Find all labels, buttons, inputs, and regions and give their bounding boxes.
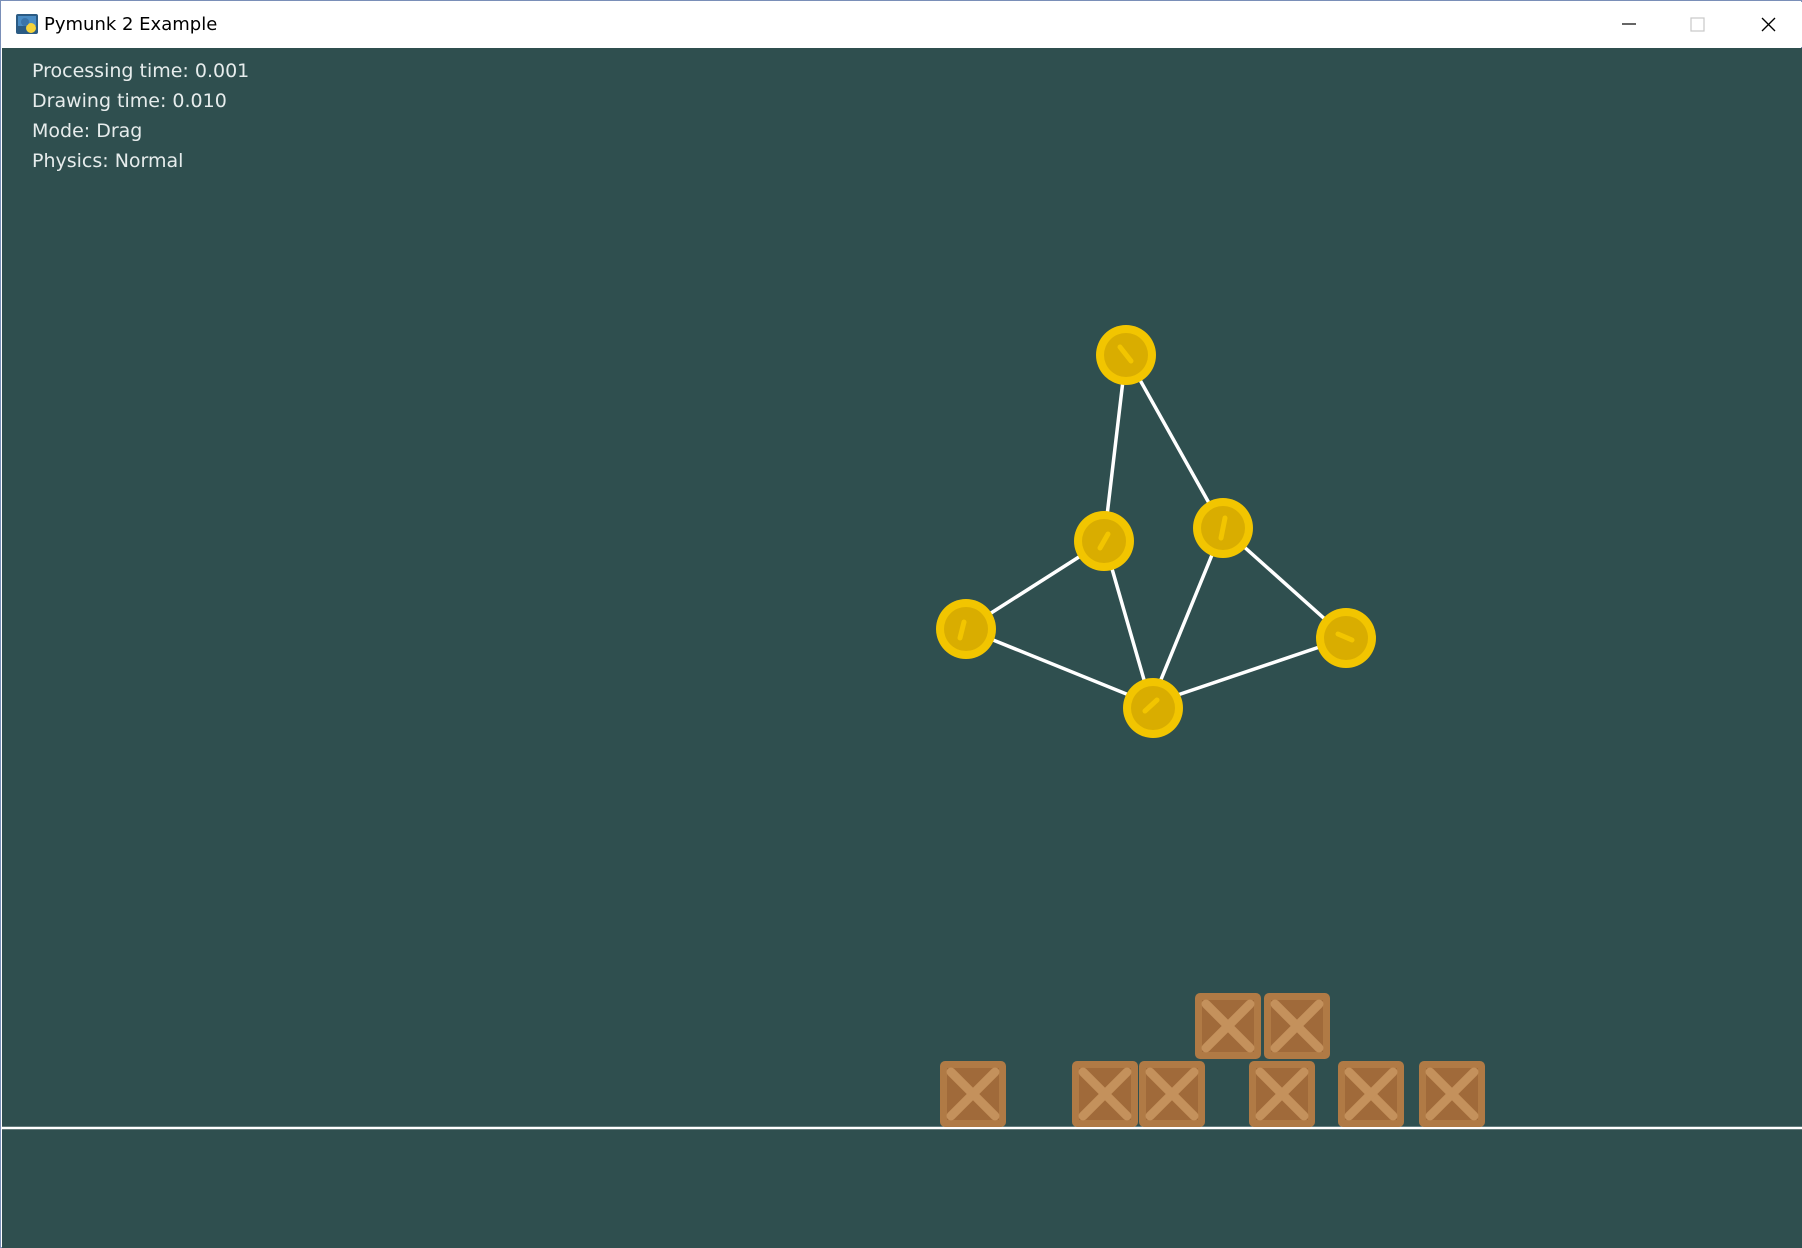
coin[interactable] [1316,608,1376,668]
coin[interactable] [1096,325,1156,385]
crate[interactable] [1072,1061,1138,1127]
hud-overlay: Processing time: 0.001 Drawing time: 0.0… [32,56,249,176]
drawing-time-label: Drawing time: 0.010 [32,90,227,112]
constraint-line [964,627,1153,706]
close-icon [1761,17,1776,32]
crate[interactable] [1139,1061,1205,1127]
title-bar[interactable]: Pymunk 2 Example [2,2,1802,47]
constraint-line [1149,636,1348,706]
maximize-button[interactable] [1662,2,1732,47]
minimize-icon [1622,23,1636,25]
python-logo-icon [16,14,38,34]
close-button[interactable] [1732,2,1802,47]
crate[interactable] [1264,993,1330,1059]
crate[interactable] [1249,1061,1315,1127]
maximize-icon [1690,17,1705,32]
crate[interactable] [940,1061,1006,1127]
mode-label: Mode: Drag [32,120,143,142]
coin[interactable] [936,599,996,659]
coin[interactable] [1074,511,1134,571]
constraint-lines [964,353,1348,706]
minimize-button[interactable] [1594,2,1664,47]
coin[interactable] [1193,498,1253,558]
game-canvas[interactable]: Processing time: 0.001 Drawing time: 0.0… [2,48,1802,1248]
crate[interactable] [1419,1061,1485,1127]
crate[interactable] [1195,993,1261,1059]
constraint-line [1102,353,1128,543]
constraint-line [1149,526,1225,706]
coin[interactable] [1123,678,1183,738]
physics-label: Physics: Normal [32,150,184,172]
crate[interactable] [1338,1061,1404,1127]
constraint-line [1124,353,1225,530]
processing-time-label: Processing time: 0.001 [32,60,250,82]
physics-scene[interactable] [2,48,1802,1248]
window-title: Pymunk 2 Example [44,14,218,35]
